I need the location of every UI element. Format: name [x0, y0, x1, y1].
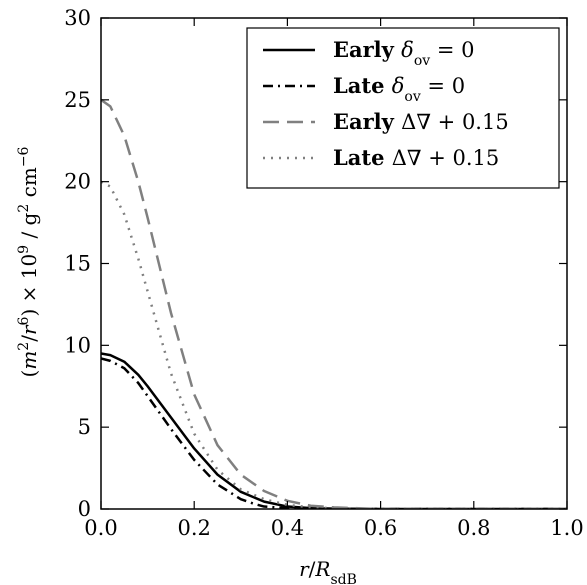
y-tick-label: 10	[64, 333, 91, 357]
x-tick-label: 0.2	[177, 516, 210, 540]
series-line-0	[101, 352, 567, 509]
y-tick-label: 15	[64, 252, 91, 276]
legend-label-1: Late δov = 0	[333, 73, 465, 105]
y-tick-label: 5	[78, 415, 91, 439]
x-tick-label: 0.4	[271, 516, 304, 540]
y-axis-label: (m2/r6) × 109 / g2 cm−6	[16, 146, 41, 377]
legend: Early δov = 0 Late δov = 0 Early Δ∇ + 0.15…	[246, 27, 560, 189]
y-tick-label: 30	[64, 6, 91, 30]
legend-label-3: Late Δ∇ + 0.15	[333, 145, 499, 170]
x-axis-label: r/RsdB	[299, 557, 357, 585]
y-tick-label: 25	[64, 88, 91, 112]
x-tick-label: 1.0	[550, 516, 583, 540]
legend-label-0: Early δov = 0	[333, 37, 474, 69]
series-line-3	[101, 180, 567, 509]
legend-label-2: Early Δ∇ + 0.15	[333, 109, 509, 134]
axis-ticks: 0.0 0.2 0.4 0.6 0.8 1.0 0 5 10 15 20 25 30	[64, 6, 583, 540]
x-tick-label: 0.0	[84, 516, 117, 540]
y-tick-label: 0	[78, 497, 91, 521]
x-tick-label: 0.8	[457, 516, 490, 540]
y-tick-label: 20	[64, 170, 91, 194]
series-line-1	[101, 357, 567, 509]
x-tick-label: 0.6	[364, 516, 397, 540]
legend-box	[246, 27, 560, 189]
